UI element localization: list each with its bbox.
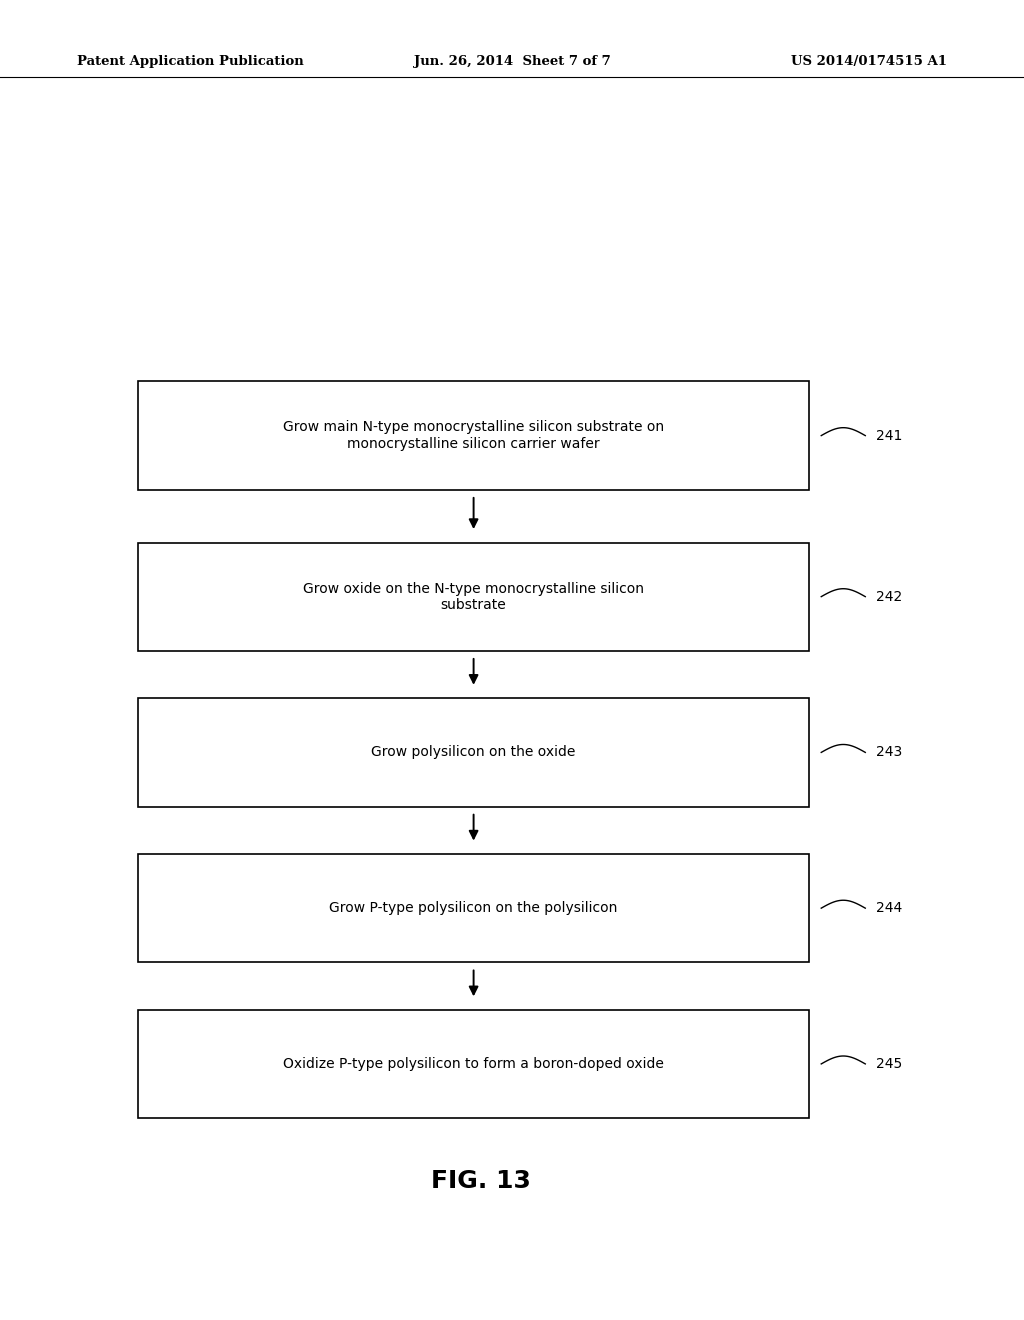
Text: 243: 243 — [876, 746, 902, 759]
Text: FIG. 13: FIG. 13 — [431, 1170, 531, 1193]
Text: US 2014/0174515 A1: US 2014/0174515 A1 — [792, 55, 947, 69]
Text: Jun. 26, 2014  Sheet 7 of 7: Jun. 26, 2014 Sheet 7 of 7 — [414, 55, 610, 69]
Text: 241: 241 — [876, 429, 902, 442]
Text: 242: 242 — [876, 590, 902, 603]
Text: Patent Application Publication: Patent Application Publication — [77, 55, 303, 69]
Text: 245: 245 — [876, 1057, 902, 1071]
Text: Oxidize P-type polysilicon to form a boron-doped oxide: Oxidize P-type polysilicon to form a bor… — [284, 1057, 664, 1071]
Text: Grow P-type polysilicon on the polysilicon: Grow P-type polysilicon on the polysilic… — [330, 902, 617, 915]
Text: Grow oxide on the N-type monocrystalline silicon
substrate: Grow oxide on the N-type monocrystalline… — [303, 582, 644, 611]
Text: Grow polysilicon on the oxide: Grow polysilicon on the oxide — [372, 746, 575, 759]
Bar — [138, 1010, 809, 1118]
Text: 244: 244 — [876, 902, 902, 915]
Bar — [138, 381, 809, 490]
Bar — [138, 543, 809, 651]
Text: Grow main N-type monocrystalline silicon substrate on
monocrystalline silicon ca: Grow main N-type monocrystalline silicon… — [283, 421, 665, 450]
Bar — [138, 698, 809, 807]
Bar — [138, 854, 809, 962]
